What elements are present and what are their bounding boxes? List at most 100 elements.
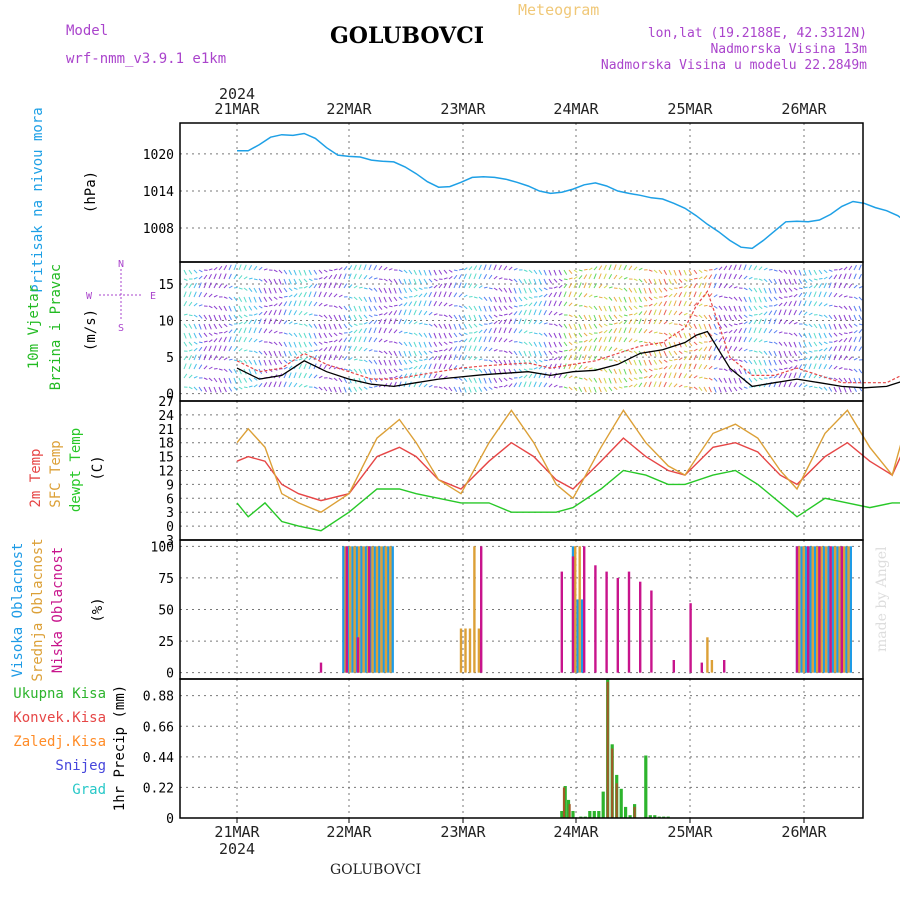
- model-altitude: Nadmorska Visina u modelu 22.2849m: [601, 58, 867, 73]
- precip-unit: 1hr Precip (mm): [112, 685, 128, 811]
- cloud-bar: [812, 546, 814, 672]
- precip-bar: [597, 811, 600, 818]
- cloud-bar: [357, 637, 359, 672]
- ytick-label: 9: [166, 478, 174, 493]
- wind-arrow: [819, 279, 823, 280]
- precip-bar: [593, 811, 596, 818]
- precip-bar: [588, 811, 591, 818]
- wind-arrow: [544, 360, 548, 361]
- wind-arrow: [264, 306, 268, 307]
- wind-arrow: [374, 315, 378, 316]
- ytick-label: 1014: [143, 185, 174, 200]
- wind-arrow: [424, 324, 428, 325]
- cloud-bar: [380, 546, 382, 672]
- cloud-bar: [617, 578, 619, 673]
- cloud-bar: [378, 546, 380, 672]
- cloud-bar: [371, 546, 373, 672]
- ytick-label: 100: [151, 540, 174, 555]
- cloud-bar: [841, 546, 843, 672]
- cloud-bar: [469, 629, 471, 673]
- ytick-label: 5: [166, 351, 174, 366]
- cloud-bar: [478, 629, 480, 673]
- precip-legend-item: Snijeg: [55, 758, 106, 774]
- wind-arrow: [779, 369, 783, 370]
- wind-arrow: [189, 315, 193, 316]
- cloud-bar: [342, 546, 344, 672]
- cloud-bar: [464, 629, 466, 673]
- cloud-bar: [823, 546, 825, 672]
- cloud-bar: [847, 546, 849, 672]
- wind-arrow: [394, 305, 398, 306]
- cloud-bar: [365, 546, 367, 672]
- wind-arrow: [489, 288, 493, 289]
- precip-bar: [607, 682, 609, 818]
- precip-legend-item: Zaledj.Kisa: [13, 734, 106, 750]
- wind-arrow: [519, 306, 523, 307]
- ytick-label: 6: [166, 492, 174, 507]
- cloud-bar: [701, 663, 703, 673]
- cloud-bar: [838, 546, 840, 672]
- wind-unit: (m/s): [83, 309, 99, 351]
- compass-e: E: [150, 291, 156, 302]
- cloud-bar: [473, 546, 475, 672]
- cloud-bar: [581, 599, 583, 672]
- wind-arrow: [434, 351, 438, 352]
- cloud-low-title: Niska Oblacnost: [50, 547, 66, 673]
- bottom-date-label: 26MAR: [781, 823, 827, 841]
- precip-bar: [624, 807, 627, 818]
- wind-arrow: [329, 270, 333, 271]
- wind-arrow: [219, 333, 223, 334]
- wind-arrow: [749, 351, 753, 352]
- wind-arrow: [359, 360, 363, 361]
- cloud-bar: [650, 591, 652, 673]
- cloud-mid-title: Srednja Oblacnost: [30, 538, 46, 681]
- temp-dew-title: dewpt Temp: [68, 428, 84, 512]
- cloud-bar: [836, 546, 838, 672]
- bottom-date-label: 25MAR: [667, 823, 713, 841]
- cloud-bar: [387, 546, 389, 672]
- precip-bar: [611, 749, 613, 819]
- cloud-bar: [809, 546, 811, 672]
- ytick-label: 25: [158, 635, 174, 650]
- ytick-label: 27: [158, 395, 174, 410]
- cloud-bar: [576, 599, 578, 672]
- station-altitude: Nadmorska Visina 13m: [710, 42, 867, 57]
- bottom-date-label: 24MAR: [553, 823, 599, 841]
- wind-arrow: [704, 305, 708, 306]
- wind-arrow: [584, 269, 588, 270]
- cloud-bar: [376, 546, 378, 672]
- cloud-bar: [845, 546, 847, 672]
- pressure-axis-title: Pritisak na nivou mora: [30, 107, 46, 292]
- precip-bar: [620, 789, 623, 818]
- cloud-bar: [351, 546, 353, 672]
- wind-arrow: [659, 333, 663, 334]
- precip-bar: [563, 787, 565, 818]
- cloud-bar: [829, 546, 831, 672]
- cloud-bar: [320, 663, 322, 673]
- cloud-bar: [706, 637, 708, 672]
- ytick-label: 24: [158, 409, 174, 424]
- cloud-bar: [814, 546, 816, 672]
- station-title: GOLUBOVCI: [330, 23, 484, 49]
- wind-arrow: [799, 359, 803, 360]
- cloud-bar: [579, 546, 581, 672]
- bottom-date-label: 23MAR: [440, 823, 486, 841]
- cloud-bar: [803, 546, 805, 672]
- top-date-label: 22MAR: [326, 100, 372, 118]
- location-coordinates: lon,lat (19.2188E, 42.3312N): [648, 26, 867, 41]
- cloud-bar: [723, 660, 725, 673]
- ytick-label: 0.66: [143, 720, 174, 735]
- top-date-label: 21MAR: [214, 100, 260, 118]
- ytick-label: 15: [158, 278, 174, 293]
- ytick-label: 0: [166, 812, 174, 827]
- wind-arrow: [404, 332, 408, 333]
- wind-arrow: [754, 315, 758, 316]
- wind-arrow: [234, 288, 238, 289]
- wind-arrow: [379, 279, 383, 280]
- model-name: wrf-nmm_v3.9.1 e1km: [66, 51, 226, 67]
- cloud-bar: [385, 546, 387, 672]
- bottom-year-label: 2024: [219, 840, 255, 858]
- wind-arrow: [499, 315, 503, 316]
